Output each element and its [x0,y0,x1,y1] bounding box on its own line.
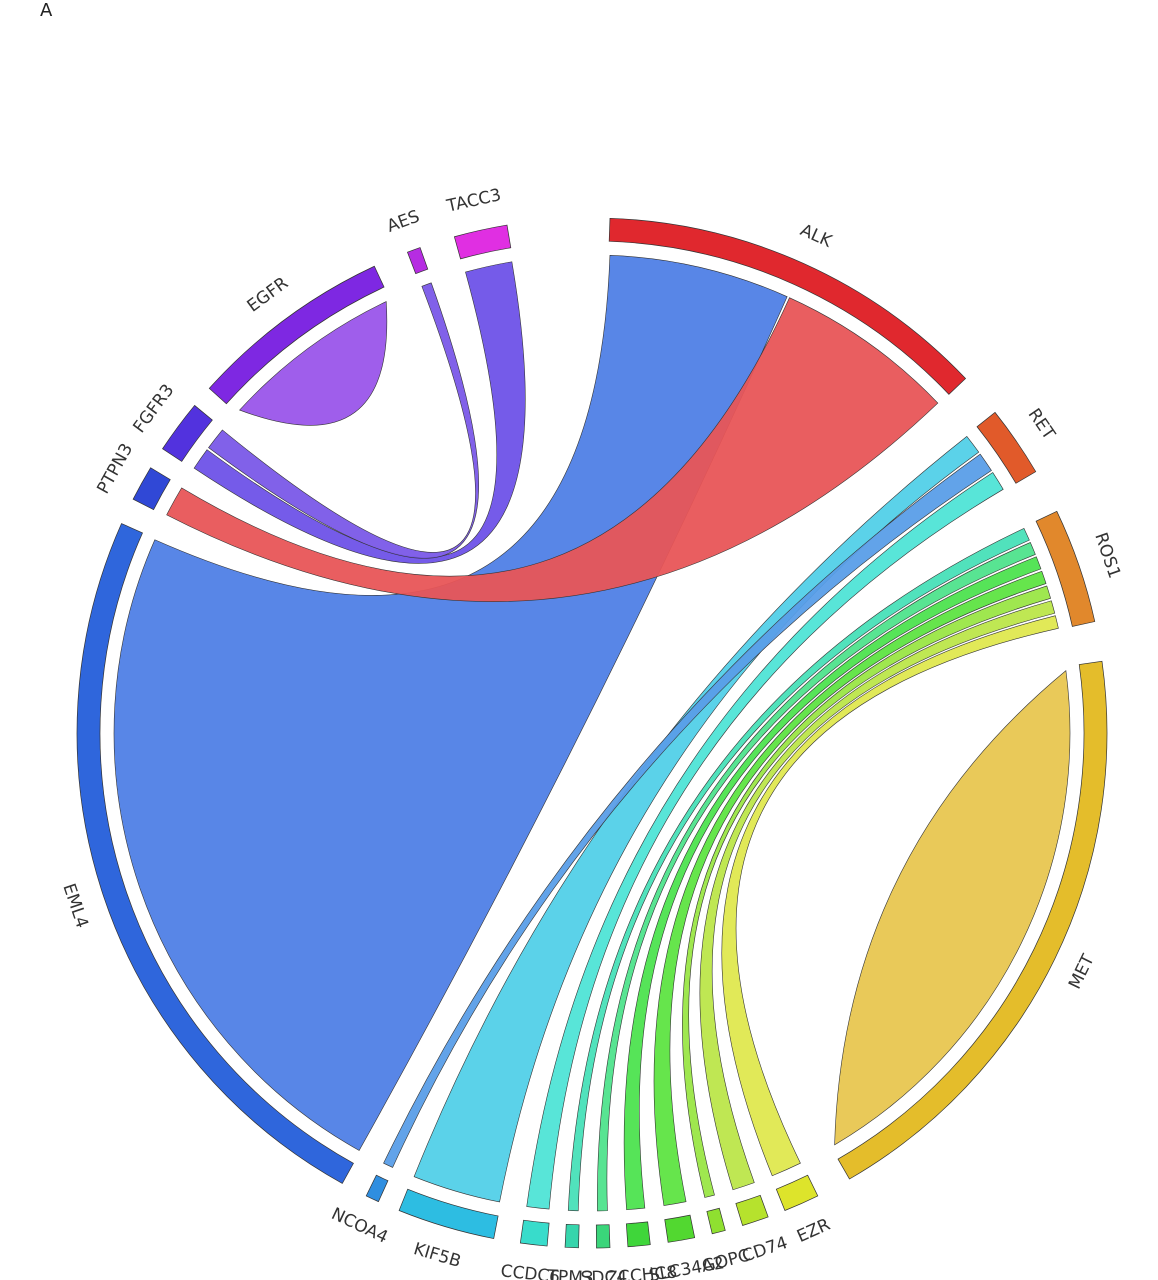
chord-link-ret-ccdc6 [526,472,1004,1210]
segment-arc-ncoa4 [365,1174,389,1203]
chord-link-aes-fgfr3 [208,282,479,559]
chord-link-alk-ptpn3 [166,297,939,602]
segment-arc-ezr [775,1174,819,1211]
segment-arc-slc34a2 [664,1214,696,1243]
segment-arc-kif5b [398,1188,499,1239]
chord-link-ros1-gopc [682,585,1052,1198]
segment-label-ret: RET [1024,405,1059,444]
chord-link-tacc3-fgfr3 [193,261,526,564]
segment-label-ros1: ROS1 [1090,530,1124,581]
segment-label-alk: ALK [797,220,835,252]
segment-arc-cd74 [735,1194,769,1226]
chord-link-met-met [834,670,1071,1146]
segment-arc-ccdc6 [519,1219,550,1247]
segment-label-ptpn3: PTPN3 [93,440,137,497]
segment-label-kif5b: KIF5B [411,1239,463,1272]
segment-label-ezr: EZR [794,1215,834,1247]
segment-arc-tpm3 [564,1223,580,1249]
segment-label-fgfr3: FGFR3 [129,381,178,437]
segment-label-ccdc6: CCDC6 [500,1261,561,1280]
segment-label-aes: AES [384,207,422,237]
segment-arc-sdc4 [595,1224,611,1249]
panel-label: A [40,0,53,21]
segment-arc-eml4 [76,523,354,1184]
segment-arc-zcchc8 [625,1221,651,1248]
segment-label-zcchc8: ZCCHC8 [606,1263,678,1280]
segment-arc-ros1 [1035,510,1096,627]
segment-label-egfr: EGFR [244,273,293,316]
segment-arc-fgfr3 [162,404,213,462]
chord-link-ros1-zcchc8 [623,556,1042,1211]
segment-arc-ret [976,411,1037,484]
segment-label-met: MET [1065,951,1099,992]
chord-link-ros1-tpm3 [567,527,1030,1212]
chord-link-ros1-cd74 [699,600,1056,1191]
segment-arc-ptpn3 [132,467,171,511]
segment-arc-alk [608,217,967,395]
chord-segments [76,217,1108,1249]
chord-link-ros1-ezr [721,615,1059,1177]
segment-label-ncoa4: NCOA4 [328,1204,391,1248]
segment-label-tacc3: TACC3 [444,185,503,217]
chord-links [113,255,1071,1212]
segment-arc-tacc3 [453,224,512,260]
chord-link-ros1-slc34a2 [653,570,1047,1206]
segment-arc-gopc [706,1207,726,1235]
segment-arc-aes [406,247,429,275]
segment-label-sdc4: SDC4 [580,1267,627,1280]
chord-link-ret-ncoa4 [383,453,992,1168]
chord-link-egfr-egfr [239,301,388,426]
chord-link-ros1-sdc4 [597,542,1036,1212]
segment-arc-egfr [208,265,385,405]
segment-label-tpm3: TPM3 [546,1267,594,1280]
segment-label-eml4: EML4 [58,881,91,931]
segment-arc-met [837,660,1108,1180]
